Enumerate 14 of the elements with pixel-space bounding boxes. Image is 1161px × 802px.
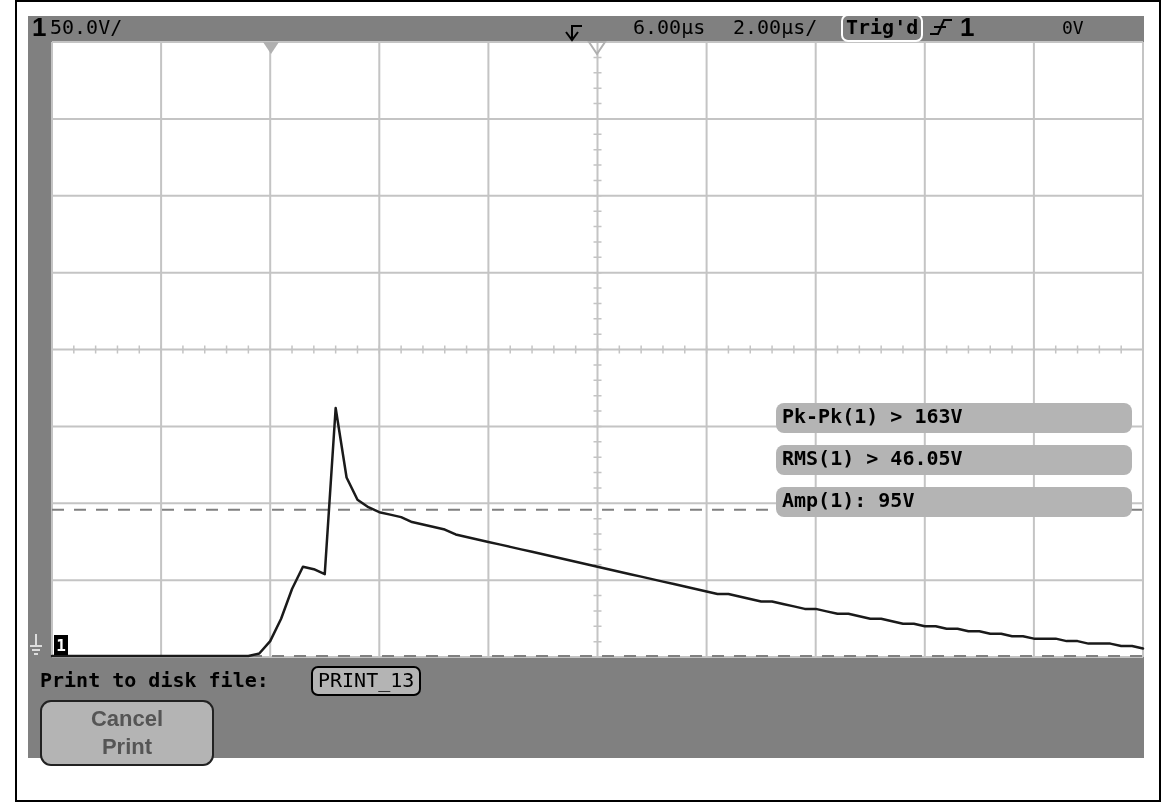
text: 6.00µs (633, 15, 706, 39)
text: 1 (960, 12, 975, 42)
text: 2.00µs/ (733, 15, 818, 39)
annotation: 1 (56, 636, 66, 655)
annotation: Amp(1): 95V (782, 488, 915, 512)
text: 1 (32, 12, 47, 42)
annotation: Pk-Pk(1) > 163V (782, 404, 963, 428)
text: Trig'd (846, 15, 919, 39)
text: PRINT_13 (318, 668, 415, 692)
annotation: RMS(1) > 46.05V (782, 446, 963, 470)
text: Print to disk file: (40, 668, 269, 692)
text: Cancel Print (90, 706, 164, 759)
text: 0V (1062, 17, 1084, 38)
text: 50.0V/ (50, 15, 123, 39)
